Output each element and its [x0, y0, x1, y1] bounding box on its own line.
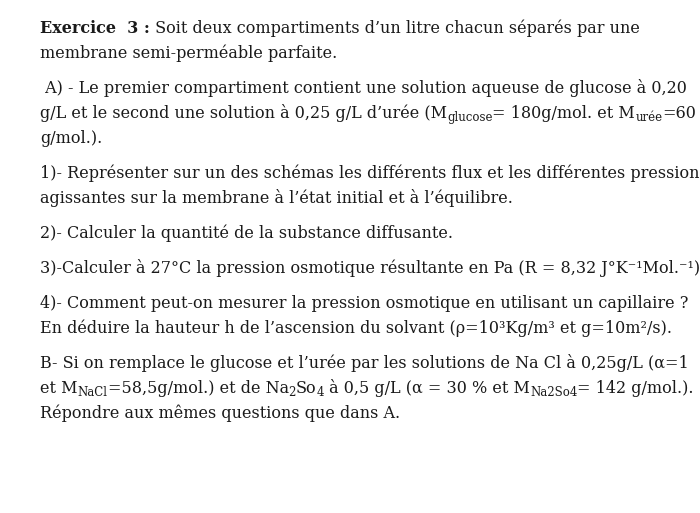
- Text: En déduire la hauteur h de l’ascension du solvant (ρ=10³Kg/m³ et g=10m²/s).: En déduire la hauteur h de l’ascension d…: [40, 320, 672, 337]
- Text: 2)- Calculer la quantité de la substance diffusante.: 2)- Calculer la quantité de la substance…: [40, 225, 453, 242]
- Text: A) - Le premier compartiment contient une solution aqueuse de glucose à 0,20: A) - Le premier compartiment contient un…: [40, 79, 687, 97]
- Text: Exercice  3 :: Exercice 3 :: [40, 20, 150, 37]
- Text: B- Si on remplace le glucose et l’urée par les solutions de Na Cl à 0,25g/L (α=1: B- Si on remplace le glucose et l’urée p…: [40, 354, 689, 372]
- Text: membrane semi-perméable parfaite.: membrane semi-perméable parfaite.: [40, 45, 337, 62]
- Text: g/L et le second une solution à 0,25 g/L d’urée (M: g/L et le second une solution à 0,25 g/L…: [40, 104, 447, 122]
- Text: = 180g/mol. et M: = 180g/mol. et M: [493, 105, 636, 122]
- Text: agissantes sur la membrane à l’état initial et à l’équilibre.: agissantes sur la membrane à l’état init…: [40, 189, 513, 207]
- Text: 4)- Comment peut-on mesurer la pression osmotique en utilisant un capillaire ?: 4)- Comment peut-on mesurer la pression …: [40, 295, 688, 312]
- Text: =60: =60: [662, 105, 696, 122]
- Text: NaCl: NaCl: [78, 386, 108, 399]
- Text: Na2So4: Na2So4: [530, 386, 578, 399]
- Text: Soit deux compartiments d’un litre chacun séparés par une: Soit deux compartiments d’un litre chacu…: [150, 19, 640, 37]
- Text: =58,5g/mol.) et de Na: =58,5g/mol.) et de Na: [108, 380, 288, 397]
- Text: glucose: glucose: [447, 111, 493, 124]
- Text: urée: urée: [636, 111, 662, 124]
- Text: So: So: [296, 380, 316, 397]
- Text: Répondre aux mêmes questions que dans A.: Répondre aux mêmes questions que dans A.: [40, 404, 400, 422]
- Text: 1)- Représenter sur un des schémas les différents flux et les différentes pressi: 1)- Représenter sur un des schémas les d…: [40, 165, 700, 182]
- Text: 3)-Calculer à 27°C la pression osmotique résultante en Pa (R = 8,32 J°K⁻¹Mol.⁻¹): 3)-Calculer à 27°C la pression osmotique…: [40, 259, 700, 277]
- Text: = 142 g/mol.).: = 142 g/mol.).: [578, 380, 694, 397]
- Text: 4: 4: [316, 386, 324, 399]
- Text: g/mol.).: g/mol.).: [40, 130, 102, 147]
- Text: et M: et M: [40, 380, 78, 397]
- Text: 2: 2: [288, 386, 296, 399]
- Text: à 0,5 g/L (α = 30 % et M: à 0,5 g/L (α = 30 % et M: [324, 379, 530, 397]
